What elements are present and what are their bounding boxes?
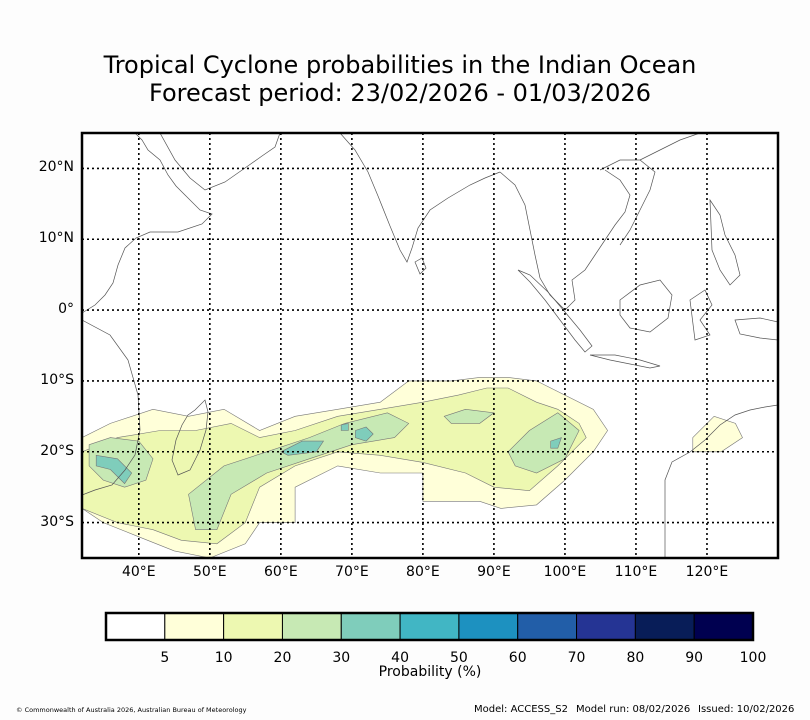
newguinea-coastline bbox=[734, 317, 778, 341]
colorbar-swatch bbox=[281, 612, 342, 641]
philippines-coastline bbox=[709, 198, 741, 286]
probability-region-30-11 bbox=[550, 437, 562, 449]
probability-region-20-5 bbox=[443, 408, 495, 424]
lat-label: 20°S bbox=[40, 442, 74, 459]
map-frame bbox=[80, 131, 780, 560]
colorbar-swatch bbox=[340, 612, 401, 641]
model-run-label: Model run: 08/02/2026 bbox=[576, 704, 691, 715]
arabia-coastline bbox=[159, 133, 281, 191]
lat-label: 20°N bbox=[38, 159, 74, 176]
myanmar-coastline bbox=[499, 169, 631, 311]
colorbar-tick-label: 50 bbox=[449, 650, 468, 666]
lat-label: 10°S bbox=[40, 371, 74, 388]
colorbar-swatch bbox=[164, 612, 225, 641]
lon-label: 70°E bbox=[335, 564, 369, 580]
colorbar-tick-label: 60 bbox=[508, 650, 527, 666]
colorbar-title: Probability (%) bbox=[378, 664, 482, 680]
colorbar-swatch bbox=[576, 612, 636, 641]
colorbar-tick-label: 70 bbox=[567, 650, 586, 666]
africa-coastline bbox=[82, 133, 213, 314]
colorbar-frame bbox=[104, 611, 755, 642]
colorbar bbox=[104, 611, 755, 642]
indochina-coastline bbox=[599, 159, 656, 246]
coastlines bbox=[82, 133, 778, 558]
colorbar-tick-label: 100 bbox=[739, 650, 767, 666]
lon-label: 120°E bbox=[685, 564, 729, 580]
india-coastline bbox=[339, 133, 501, 263]
lon-label: 100°E bbox=[543, 564, 587, 580]
title-line-1: Tropical Cyclone probabilities in the In… bbox=[103, 51, 697, 79]
probability-region-20-6 bbox=[507, 412, 580, 474]
probability-region-30-8 bbox=[340, 423, 349, 431]
lat-label: 0° bbox=[58, 301, 74, 318]
lon-label: 90°E bbox=[477, 564, 511, 580]
copyright-text: © Commonwealth of Australia 2026, Austra… bbox=[16, 706, 247, 714]
colorbar-swatch bbox=[693, 612, 754, 641]
lon-label: 110°E bbox=[614, 564, 658, 580]
issued-label: Issued: 10/02/2026 bbox=[698, 704, 795, 715]
java-coastline bbox=[589, 354, 661, 369]
borneo-coastline bbox=[619, 279, 673, 333]
lon-label: 50°E bbox=[192, 564, 227, 580]
colorbar-swatch bbox=[223, 612, 283, 641]
china-coastline bbox=[639, 133, 701, 161]
colorbar-tick-label: 30 bbox=[332, 650, 351, 666]
colorbar-swatch bbox=[105, 612, 166, 641]
lat-label: 10°N bbox=[38, 230, 74, 247]
sumatra-coastline bbox=[517, 269, 593, 353]
srilanka-coastline bbox=[414, 257, 427, 275]
colorbar-swatch bbox=[634, 612, 695, 641]
colorbar-swatch bbox=[517, 612, 578, 641]
colorbar-tick-label: 90 bbox=[685, 650, 704, 666]
lat-label: 30°S bbox=[40, 513, 74, 530]
title-line-2: Forecast period: 23/02/2026 - 01/03/2026 bbox=[149, 79, 651, 107]
colorbar-tick-label: 80 bbox=[626, 650, 645, 666]
madagascar-coastline bbox=[171, 399, 209, 476]
probability-region-30-10 bbox=[95, 454, 133, 485]
lon-label: 40°E bbox=[121, 564, 156, 580]
lon-label: 80°E bbox=[406, 564, 440, 580]
africa-east-coastline bbox=[82, 319, 141, 496]
probability-region-20-4 bbox=[188, 412, 410, 531]
model-label: Model: ACCESS_S2 bbox=[474, 704, 568, 715]
colorbar-swatch bbox=[458, 612, 519, 641]
gridlines bbox=[82, 133, 778, 558]
lon-label: 60°E bbox=[264, 564, 298, 580]
colorbar-tick-label: 20 bbox=[273, 650, 292, 666]
colorbar-tick-label: 5 bbox=[160, 650, 170, 666]
colorbar-tick-label: 40 bbox=[391, 650, 409, 666]
australia-coastline bbox=[664, 404, 778, 558]
colorbar-swatch bbox=[399, 612, 460, 641]
probability-region-30-9 bbox=[355, 426, 374, 442]
sulawesi-coastline bbox=[689, 289, 713, 341]
probability-regions bbox=[82, 377, 743, 558]
colorbar-tick-label: 10 bbox=[214, 650, 233, 666]
